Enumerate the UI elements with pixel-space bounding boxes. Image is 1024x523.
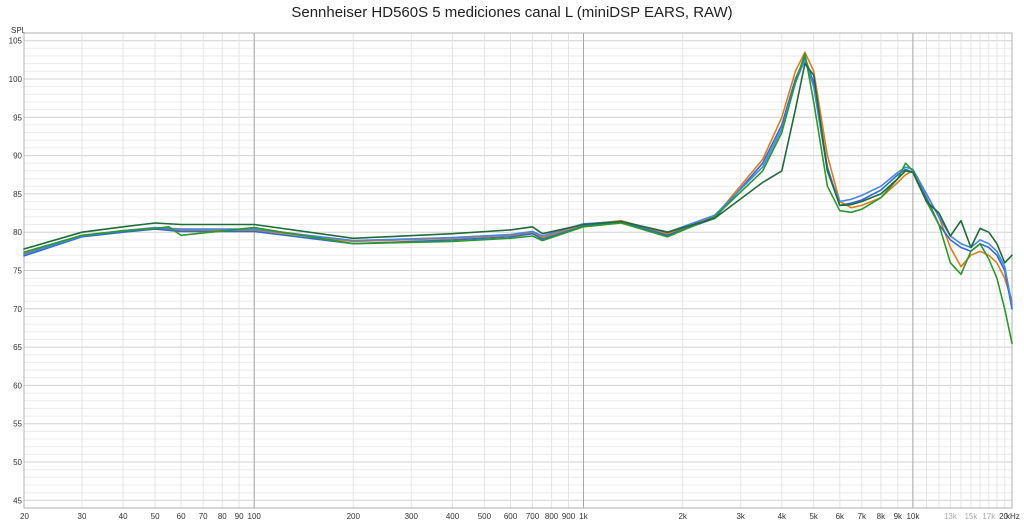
y-tick-label: 85 bbox=[13, 190, 22, 199]
x-tick-label: 700 bbox=[526, 512, 540, 521]
y-tick-label: 60 bbox=[13, 381, 22, 390]
x-tick-label: 6k bbox=[836, 512, 845, 521]
y-tick-label: 70 bbox=[13, 305, 22, 314]
x-tick-label: 8k bbox=[877, 512, 886, 521]
x-tick-label: 30 bbox=[78, 512, 87, 521]
x-tick-label: 900 bbox=[562, 512, 576, 521]
x-tick-label: 1k bbox=[579, 512, 588, 521]
x-tick-label: 100 bbox=[248, 512, 262, 521]
x-tick-label: 50 bbox=[151, 512, 160, 521]
x-tick-label: 13k bbox=[944, 512, 958, 521]
x-tick-label: 500 bbox=[478, 512, 492, 521]
series-line bbox=[23, 51, 1013, 302]
series-line bbox=[23, 62, 1013, 264]
x-tick-label: 9k bbox=[894, 512, 903, 521]
y-tick-label: 45 bbox=[13, 496, 22, 505]
y-tick-label: 95 bbox=[13, 113, 22, 122]
x-tick-label: 17k bbox=[982, 512, 996, 521]
chart-title: Sennheiser HD560S 5 mediciones canal L (… bbox=[291, 4, 733, 21]
series-line bbox=[23, 58, 1013, 306]
plot-frame bbox=[23, 32, 1013, 509]
x-tick-label: 7k bbox=[858, 512, 867, 521]
y-tick-label: 100 bbox=[9, 75, 23, 84]
y-tick-label: 90 bbox=[13, 152, 22, 161]
x-tick-label: 800 bbox=[545, 512, 559, 521]
x-tick-label: 70 bbox=[199, 512, 208, 521]
x-tick-label: 5k bbox=[809, 512, 818, 521]
series-line bbox=[23, 56, 1013, 310]
x-tick-label: 40 bbox=[119, 512, 128, 521]
series-line bbox=[23, 52, 1013, 345]
x-tick-label: 600 bbox=[504, 512, 518, 521]
y-axis-label: SPL bbox=[11, 26, 27, 35]
y-tick-label: 50 bbox=[13, 458, 22, 467]
x-tick-label: 300 bbox=[405, 512, 419, 521]
x-tick-label: 15k bbox=[964, 512, 978, 521]
x-tick-label: 80 bbox=[218, 512, 227, 521]
x-tick-label: 90 bbox=[235, 512, 244, 521]
x-tick-label: 200 bbox=[347, 512, 361, 521]
x-tick-label: 2k bbox=[678, 512, 687, 521]
x-tick-label: 3k bbox=[736, 512, 745, 521]
x-tick-label: 4k bbox=[778, 512, 787, 521]
x-tick-label: 60 bbox=[177, 512, 186, 521]
x-tick-label: 20 bbox=[999, 512, 1008, 521]
y-tick-label: 80 bbox=[13, 228, 22, 237]
y-tick-label: 55 bbox=[13, 420, 22, 429]
x-tick-label: 400 bbox=[446, 512, 460, 521]
y-tick-label: 65 bbox=[13, 343, 22, 352]
x-tick-label: 10k bbox=[906, 512, 920, 521]
x-tick-label: 20 bbox=[20, 512, 29, 521]
y-tick-label: 105 bbox=[9, 37, 23, 46]
x-axis-unit-label: kHz bbox=[1006, 512, 1020, 521]
y-tick-label: 75 bbox=[13, 267, 22, 276]
